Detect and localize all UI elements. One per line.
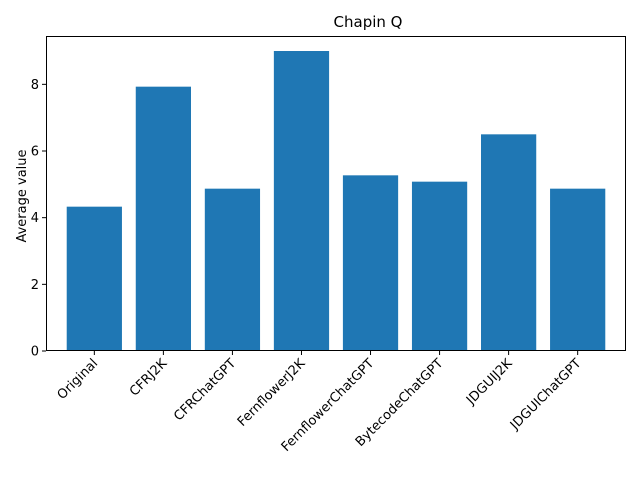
bar-CFRChatGPT <box>204 188 261 351</box>
bar-CFRJ2K <box>135 86 191 352</box>
y-axis-ticks: 0 2 4 6 8 <box>31 78 46 360</box>
x-tick-label: Original <box>55 356 102 403</box>
x-tick-label: JDGUIChatGPT <box>507 356 584 433</box>
bar-JDGUIChatGPT <box>550 188 606 351</box>
y-tick-label: 4 <box>31 211 39 226</box>
y-axis-label: Average value <box>15 149 30 242</box>
y-tick-label: 8 <box>31 78 39 93</box>
plot-frame <box>46 36 626 351</box>
y-tick-label: 0 <box>31 345 39 360</box>
x-tick-label: CFRJ2K <box>127 356 171 400</box>
bar-FernflowerJ2K <box>273 51 330 351</box>
bar-BytecodeChatGPT <box>411 181 468 351</box>
bar-JDGUIJ2K <box>481 134 537 351</box>
chart-title: Chapin Q <box>334 13 403 31</box>
x-axis-ticks: Original CFRJ2K CFRChatGPTFernflowerJ2KFer… <box>55 351 585 455</box>
x-tick-label: FernflowerJ2K <box>235 356 309 430</box>
y-tick-label: 2 <box>31 278 39 293</box>
bar-Original <box>66 206 122 351</box>
y-tick-label: 6 <box>31 145 39 160</box>
x-tick-label: JDGUIJ2K <box>463 356 516 409</box>
bar-group <box>66 51 606 352</box>
bar-FernflowerChatGPT <box>342 175 399 351</box>
x-tick-label: CFRChatGPT <box>171 356 239 424</box>
